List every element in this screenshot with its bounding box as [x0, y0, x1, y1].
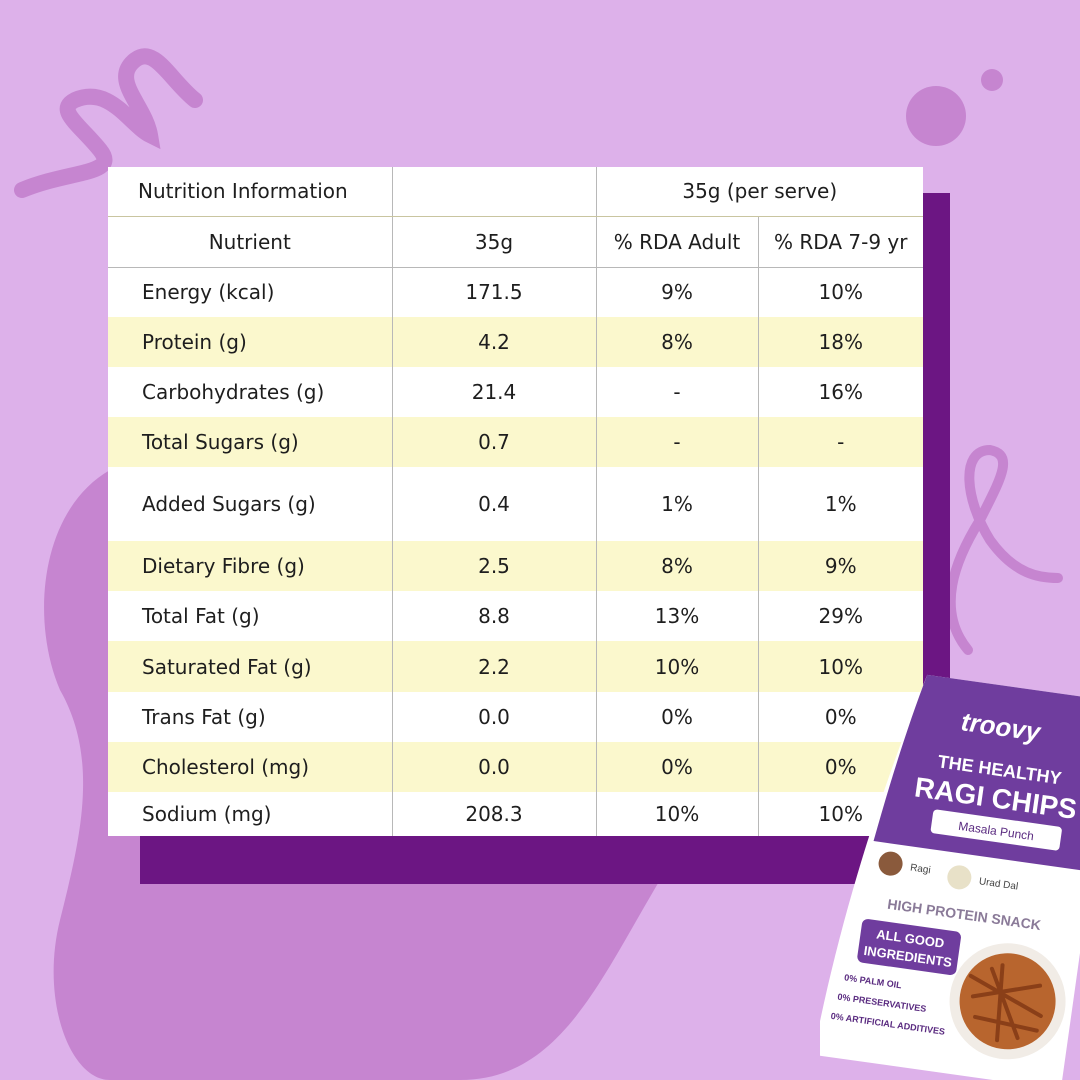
table-title: Nutrition Information	[108, 167, 392, 217]
nutrient-amount: 21.4	[391, 367, 596, 417]
nutrient-name: Dietary Fibre (g)	[108, 541, 392, 591]
nutrient-amount: 0.0	[391, 692, 596, 742]
rda-child: 16%	[757, 367, 923, 417]
nutrient-name: Energy (kcal)	[142, 280, 275, 305]
rda-child: -	[757, 417, 923, 467]
nutrient-name: Trans Fat (g)	[142, 705, 266, 729]
table-row: Energy (kcal) 171.5 9% 10%	[108, 267, 923, 317]
column-header-amount: 35g	[391, 216, 596, 268]
rda-child: 9%	[757, 541, 923, 591]
nutrient-amount: 0.4	[391, 467, 596, 541]
rda-adult: 0%	[595, 742, 758, 792]
nutrition-table: Nutrition Information 35g (per serve) Nu…	[108, 167, 923, 836]
nutrient-name: Saturated Fat (g)	[108, 641, 392, 692]
nutrient-name: Total Sugars (g)	[108, 417, 392, 467]
rda-adult: 10%	[595, 641, 758, 692]
nutrient-name: Total Fat (g)	[142, 604, 260, 628]
chips-texture	[968, 963, 1043, 1043]
table-row: Trans Fat (g) 0.0 0% 0%	[108, 692, 923, 742]
table-row: Carbohydrates (g) 21.4 - 16%	[108, 367, 923, 417]
nutrient-name: Carbohydrates (g)	[142, 380, 325, 404]
table-row: Total Sugars (g) 0.7 - -	[108, 417, 923, 467]
rda-child: 18%	[757, 317, 923, 367]
nutrient-amount: 208.3	[391, 792, 596, 836]
rda-adult: -	[595, 417, 758, 467]
column-header-rda-child: % RDA 7-9 yr	[757, 216, 923, 268]
nutrient-name: Sodium (mg)	[142, 802, 272, 826]
circle-large	[906, 86, 966, 146]
loop-right	[945, 444, 1063, 655]
table-row: Dietary Fibre (g) 2.5 8% 9%	[108, 541, 923, 591]
ragi-icon	[878, 851, 903, 876]
nutrient-amount: 171.5	[391, 267, 596, 317]
rda-adult: -	[595, 367, 758, 417]
nutrient-amount: 8.8	[391, 591, 596, 641]
nutrient-name: Protein (g)	[108, 317, 392, 367]
nutrient-amount: 0.0	[391, 742, 596, 792]
nutrient-name: Cholesterol (mg)	[108, 742, 392, 792]
rda-adult: 8%	[595, 317, 758, 367]
rda-child: 0%	[757, 742, 923, 792]
rda-adult: 13%	[595, 591, 758, 641]
squiggle-topleft	[14, 48, 203, 198]
rda-child: 10%	[757, 641, 923, 692]
table-title-row: Nutrition Information 35g (per serve)	[108, 167, 923, 217]
column-header-nutrient: Nutrient	[108, 216, 392, 268]
chips-icon	[959, 953, 1056, 1050]
rda-child: 1%	[757, 467, 923, 541]
table-row: Protein (g) 4.2 8% 18%	[108, 317, 923, 367]
serving-header: 35g (per serve)	[595, 167, 923, 217]
table-row: Total Fat (g) 8.8 13% 29%	[108, 591, 923, 641]
product-pack: troovy THE HEALTHY RAGI CHIPS Masala Pun…	[820, 674, 1080, 1080]
rda-adult: 1%	[595, 467, 758, 541]
urad-dal-icon	[947, 865, 972, 890]
pack-flavour-badge	[930, 809, 1062, 851]
table-row: Added Sugars (g) 0.4 1% 1%	[108, 467, 923, 541]
nutrient-name: Added Sugars (g)	[142, 492, 316, 516]
rda-adult: 10%	[595, 792, 758, 836]
rda-adult: 0%	[595, 692, 758, 742]
nutrient-amount: 4.2	[391, 317, 596, 367]
rda-adult: 8%	[595, 541, 758, 591]
title-spacer	[391, 167, 596, 217]
nutrient-amount: 2.5	[391, 541, 596, 591]
table-row: Saturated Fat (g) 2.2 10% 10%	[108, 641, 923, 692]
pack-ingredient-ragi: Ragi	[909, 862, 931, 876]
circle-small	[981, 69, 1003, 91]
rda-adult: 9%	[595, 267, 758, 317]
nutrient-amount: 0.7	[391, 417, 596, 467]
rda-child: 29%	[757, 591, 923, 641]
table-row: Sodium (mg) 208.3 10% 10%	[108, 792, 923, 836]
column-header-rda-adult: % RDA Adult	[595, 216, 758, 268]
pack-good-badge	[857, 919, 961, 976]
column-header-row: Nutrient 35g % RDA Adult % RDA 7-9 yr	[108, 216, 923, 268]
rda-child: 0%	[757, 692, 923, 742]
rda-child: 10%	[757, 267, 923, 317]
pack-ingredient-urad-dal: Urad Dal	[978, 876, 1019, 892]
nutrient-amount: 2.2	[391, 641, 596, 692]
table-row: Cholesterol (mg) 0.0 0% 0%	[108, 742, 923, 792]
